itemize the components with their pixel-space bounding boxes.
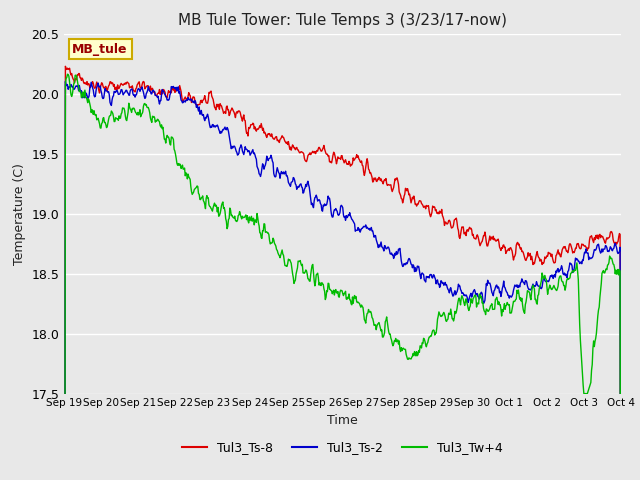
Text: MB_tule: MB_tule	[72, 43, 128, 56]
X-axis label: Time: Time	[327, 414, 358, 427]
Legend: Tul3_Ts-8, Tul3_Ts-2, Tul3_Tw+4: Tul3_Ts-8, Tul3_Ts-2, Tul3_Tw+4	[177, 436, 508, 459]
Y-axis label: Temperature (C): Temperature (C)	[13, 163, 26, 264]
Title: MB Tule Tower: Tule Temps 3 (3/23/17-now): MB Tule Tower: Tule Temps 3 (3/23/17-now…	[178, 13, 507, 28]
